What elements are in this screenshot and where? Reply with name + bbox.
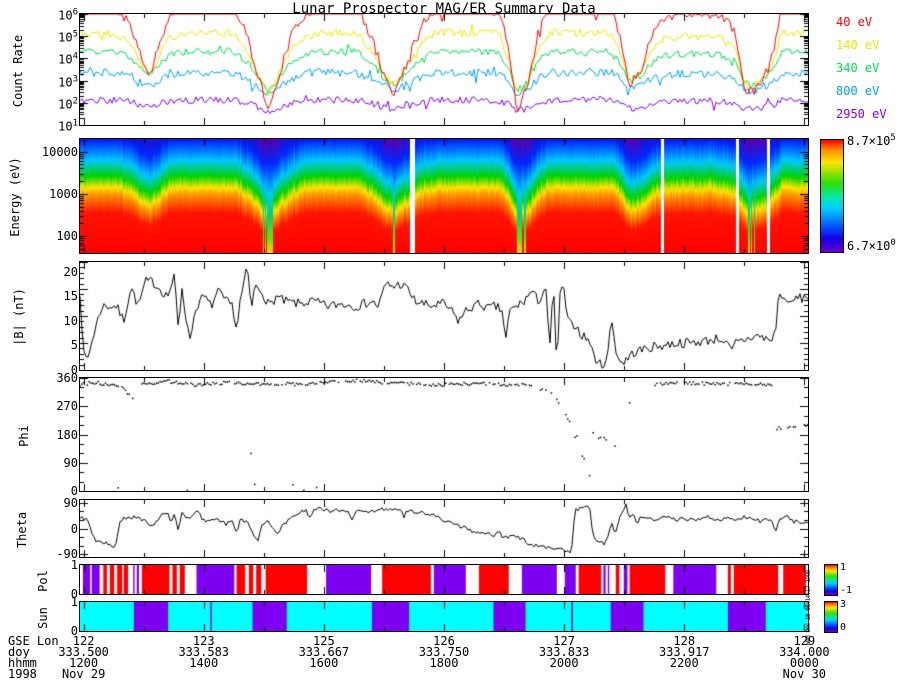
bfield-ytick-20: 20 [63,264,78,279]
x-axis-row-header-1998: 1998 [8,667,37,681]
x-tick-hhmm-3: 1800 [429,656,459,670]
sun-ytick-0: 0 [70,624,78,638]
bfield-plot-canvas [80,262,808,370]
phi-panel [79,377,809,492]
pol-colorbar-max: 1 [840,562,847,573]
count-rate-ytick-10e2: 102 [58,96,78,112]
x-tick-hhmm-4: 2000 [549,656,579,670]
bfield-ytick-10: 10 [63,313,78,328]
bfield-panel [79,261,809,371]
x-tick-doy-1: 333.583 [178,645,230,659]
legend-item-140-eV: 140 eV [836,38,880,52]
phi-ytick-0: 0 [70,484,78,498]
count-rate-axis-label: Count Rate [11,34,25,108]
pol-ytick-0: 0 [70,587,78,601]
bfield-ytick-0: 0 [70,363,78,377]
x-axis-row-header-hhmm: hhmm [8,656,37,670]
bfield-ytick-5: 5 [70,338,78,353]
count-rate-panel [79,13,809,126]
sun-colorbar-min: 0 [840,622,847,633]
phi-plot-canvas [80,378,808,491]
x-tick-gse-4: 127 [553,634,575,648]
legend-item-340-eV: 340 eV [836,61,880,75]
pol-colorbar-min: -1 [840,585,853,596]
x-tick-gse-3: 126 [433,634,455,648]
count-rate-ytick-10e1: 101 [58,118,78,134]
legend-item-2950-eV: 2950 eV [836,107,887,121]
energy-ytick-100: 100 [56,229,78,244]
energy-ytick-1000: 1000 [49,186,78,201]
x-tick-date-6: Nov 30 [782,667,827,681]
x-tick-hhmm-2: 1600 [309,656,339,670]
x-tick-hhmm-1: 1400 [189,656,219,670]
x-tick-gse-1: 123 [192,634,215,648]
x-tick-date-0: Nov 29 [61,667,106,681]
flux-max-base: 8.7×10 [847,134,891,148]
sun-colorbar-max: 3 [840,599,847,610]
spectrogram-canvas [80,139,808,253]
energy-spectrogram-panel [79,138,809,254]
theta-panel [79,499,809,558]
count-rate-ytick-10e3: 103 [58,74,78,90]
x-tick-hhmm-0: 1200 [69,656,99,670]
sun-bar-panel [79,601,809,632]
energy-axis-label: Energy (eV) [8,157,22,237]
count-rate-plot-canvas [80,14,808,125]
bfield-axis-label: |B| (nT) [12,288,26,346]
phi-axis-label: Phi [16,425,31,447]
pol-colorbar [824,564,838,596]
flux-max-exp: 5 [890,133,896,143]
x-tick-hhmm-5: 2200 [669,656,699,670]
sun-bar-canvas [80,602,808,631]
x-tick-gse-6: 129 [793,634,816,648]
x-tick-doy-0: 333.500 [58,645,109,659]
flux-min-base: 6.7×10 [847,239,891,253]
theta-axis-label: Theta [15,511,29,549]
flux-colorbar [820,139,844,253]
pol-bar-panel [79,564,809,595]
flux-min-exp: 0 [890,238,896,248]
x-tick-doy-2: 333.667 [298,645,350,659]
x-tick-doy-6: 334.000 [779,645,830,659]
phi-ytick-270: 270 [56,399,78,414]
flux-colorbar-min-label: 6.7×100 [847,238,896,253]
pol-bar-canvas [80,565,808,594]
x-tick-gse-0: 122 [72,634,95,648]
phi-ytick-90: 90 [63,455,78,470]
theta-ytick--90: -90 [56,547,78,562]
bfield-ytick-15: 15 [63,289,78,304]
theta-ytick-0: 0 [70,521,78,536]
x-tick-doy-4: 333.833 [538,645,590,659]
flux-colorbar-max-label: 8.7×105 [847,133,896,148]
count-rate-ytick-10e4: 104 [58,51,78,67]
x-tick-hhmm-6: 0000 [789,656,819,670]
x-axis-row-header-gse-lon: GSE Lon [8,634,59,648]
energy-ytick-10000: 10000 [41,144,78,159]
legend-item-40-eV: 40 eV [836,15,873,29]
phi-ytick-180: 180 [56,427,78,442]
phi-ytick-360: 360 [56,371,78,385]
sun-colorbar [824,601,838,633]
sun-ytick-1: 1 [70,595,78,609]
count-rate-ytick-10e5: 105 [58,29,78,45]
theta-plot-canvas [80,500,808,557]
x-tick-gse-5: 128 [673,634,696,648]
x-tick-doy-5: 333.917 [658,645,710,659]
x-tick-gse-2: 125 [313,634,335,648]
x-axis-row-header-doy: doy [8,645,30,659]
count-rate-ytick-10e6: 106 [58,7,78,23]
plot-timestamp: Wed Dec 18 08:14:17 1998 [805,570,812,645]
theta-ytick-90: 90 [63,495,78,510]
pol-ytick-1: 1 [70,558,78,572]
x-tick-doy-3: 333.750 [418,645,470,659]
legend-item-800-eV: 800 eV [836,84,880,98]
